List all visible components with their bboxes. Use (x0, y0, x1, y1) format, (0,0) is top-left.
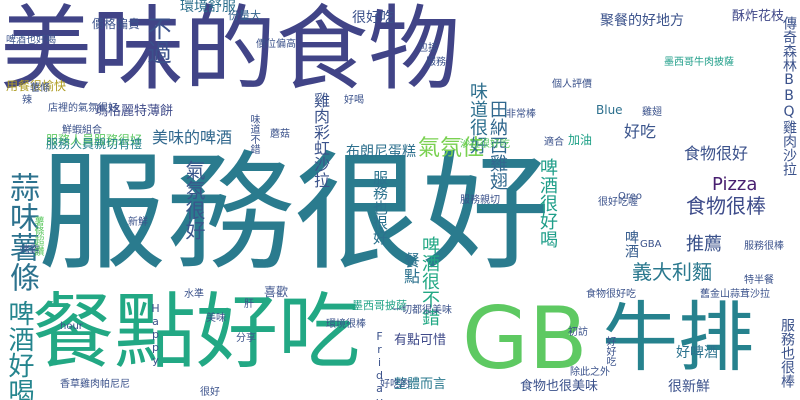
word: hour (60, 321, 83, 332)
word: 水準 (184, 289, 204, 300)
word: 美味的啤酒 (152, 128, 233, 147)
word: 份量大 (228, 9, 261, 22)
word: 墨西哥牛肉披薩 (664, 57, 734, 68)
word: 一切都很美味 (392, 305, 452, 316)
word: 服務人員親切有禮 (46, 137, 143, 151)
word: 鮮蝦組合 (62, 125, 102, 136)
word: GBA (640, 239, 662, 250)
word: 環境舒服 (180, 0, 236, 15)
word: 啤酒 (623, 230, 639, 258)
word: 整體而言 (394, 377, 447, 392)
word: 有點可惜 (394, 333, 447, 348)
word: 很好 (200, 387, 220, 398)
word: 墨西哥披薩 (352, 299, 407, 312)
word: 服務很好 (38, 139, 551, 288)
word: 薯條超讚 (32, 216, 43, 256)
word: 個人評價 (552, 79, 592, 90)
word: 好吃的 (380, 379, 410, 390)
word: 傳奇森林BBQ雞肉沙拉 (781, 16, 797, 176)
word: Blue (596, 103, 623, 117)
word: 烤雞 (20, 245, 40, 256)
word: 布朗尼蛋糕 (346, 144, 416, 160)
word: 分享 (236, 333, 256, 344)
word: 田納西雞翅 (487, 100, 508, 190)
word: 喜歡 (264, 285, 289, 299)
word: 用餐很愉快 (6, 79, 67, 93)
word: 雞翅 (642, 107, 662, 118)
word: 除此之外 (570, 367, 610, 378)
word: 不過 (143, 16, 171, 64)
word: Happy (149, 302, 162, 367)
word: 瑪格麗特薄餅 (95, 104, 174, 119)
word: 非常棒 (506, 109, 536, 120)
word: 啤酒好喝 (4, 300, 34, 400)
word: Pizza (712, 174, 758, 195)
word: 啤酒也好喝 (6, 35, 56, 46)
word: 牛排 (602, 293, 754, 382)
word: 店裡的氣氛很好 (48, 103, 118, 114)
word: 好好吃 (604, 336, 615, 366)
word: 食物也很美味 (520, 379, 599, 394)
word: 香草雞肉帕尼尼 (60, 379, 130, 390)
word: 很好吃喔 (598, 197, 638, 208)
word: 雞肉彩虹沙拉 (311, 92, 330, 188)
word: GB (462, 289, 588, 389)
word: 美味 (206, 313, 226, 324)
word: 薯條 (30, 83, 50, 94)
word: 包括 (418, 43, 438, 54)
word: 服務 (426, 57, 446, 68)
word: 食物很好 (684, 144, 749, 163)
word: 餐點 (401, 252, 420, 284)
word: 好啤酒 (676, 345, 718, 361)
word: 適合 (544, 137, 564, 148)
word: 特半餐 (744, 275, 774, 286)
word: 義大利麵 (632, 260, 712, 284)
word: 食物很好吃 (586, 289, 636, 300)
word: 好喝 (344, 95, 364, 106)
word: 服務人員服務很好 (46, 133, 143, 147)
word: 價格偏貴 (92, 17, 141, 31)
word: 氣氛很好 (182, 160, 206, 240)
word: 酥炸花枝 (732, 9, 785, 24)
word: 肝 (244, 299, 254, 310)
word: 餐點好吃 (32, 285, 361, 380)
word: 新鮮 (128, 217, 148, 228)
word: 初訪 (568, 327, 588, 338)
word: 辣 (22, 95, 32, 106)
word: 食物很棒 (686, 194, 766, 218)
word: 蘑菇 (270, 129, 290, 140)
word: Oreo (618, 191, 643, 202)
word: 很好吃 (352, 10, 394, 26)
word: 加油 (568, 133, 593, 147)
word: 價位偏高 (256, 39, 296, 50)
word: 服務也很好 (371, 170, 389, 245)
word: 沙拉很好吃 (460, 139, 510, 150)
word: 味道不錯 (248, 114, 259, 154)
word: 美味的食物 (0, 0, 461, 103)
word: 服務也很棒 (779, 318, 795, 388)
word: 聚餐的好地方 (600, 13, 684, 29)
word: 服務很棒 (744, 241, 784, 252)
word: 很新鮮 (668, 379, 710, 395)
word: 味道很好 (467, 82, 488, 154)
word: Friday (373, 330, 386, 400)
word: 蒜味薯條 (4, 172, 39, 292)
word: 啤酒很不錯 (419, 236, 440, 326)
word: 好吃 (624, 122, 657, 141)
word: 啤酒很好喝 (537, 158, 558, 248)
word: 舊金山蒜茸沙拉 (700, 289, 770, 300)
word: 環境很棒 (326, 319, 366, 330)
word: 氣氛佳 (418, 136, 485, 161)
word: 推薦 (686, 234, 722, 255)
word: 服務親切 (460, 195, 500, 206)
